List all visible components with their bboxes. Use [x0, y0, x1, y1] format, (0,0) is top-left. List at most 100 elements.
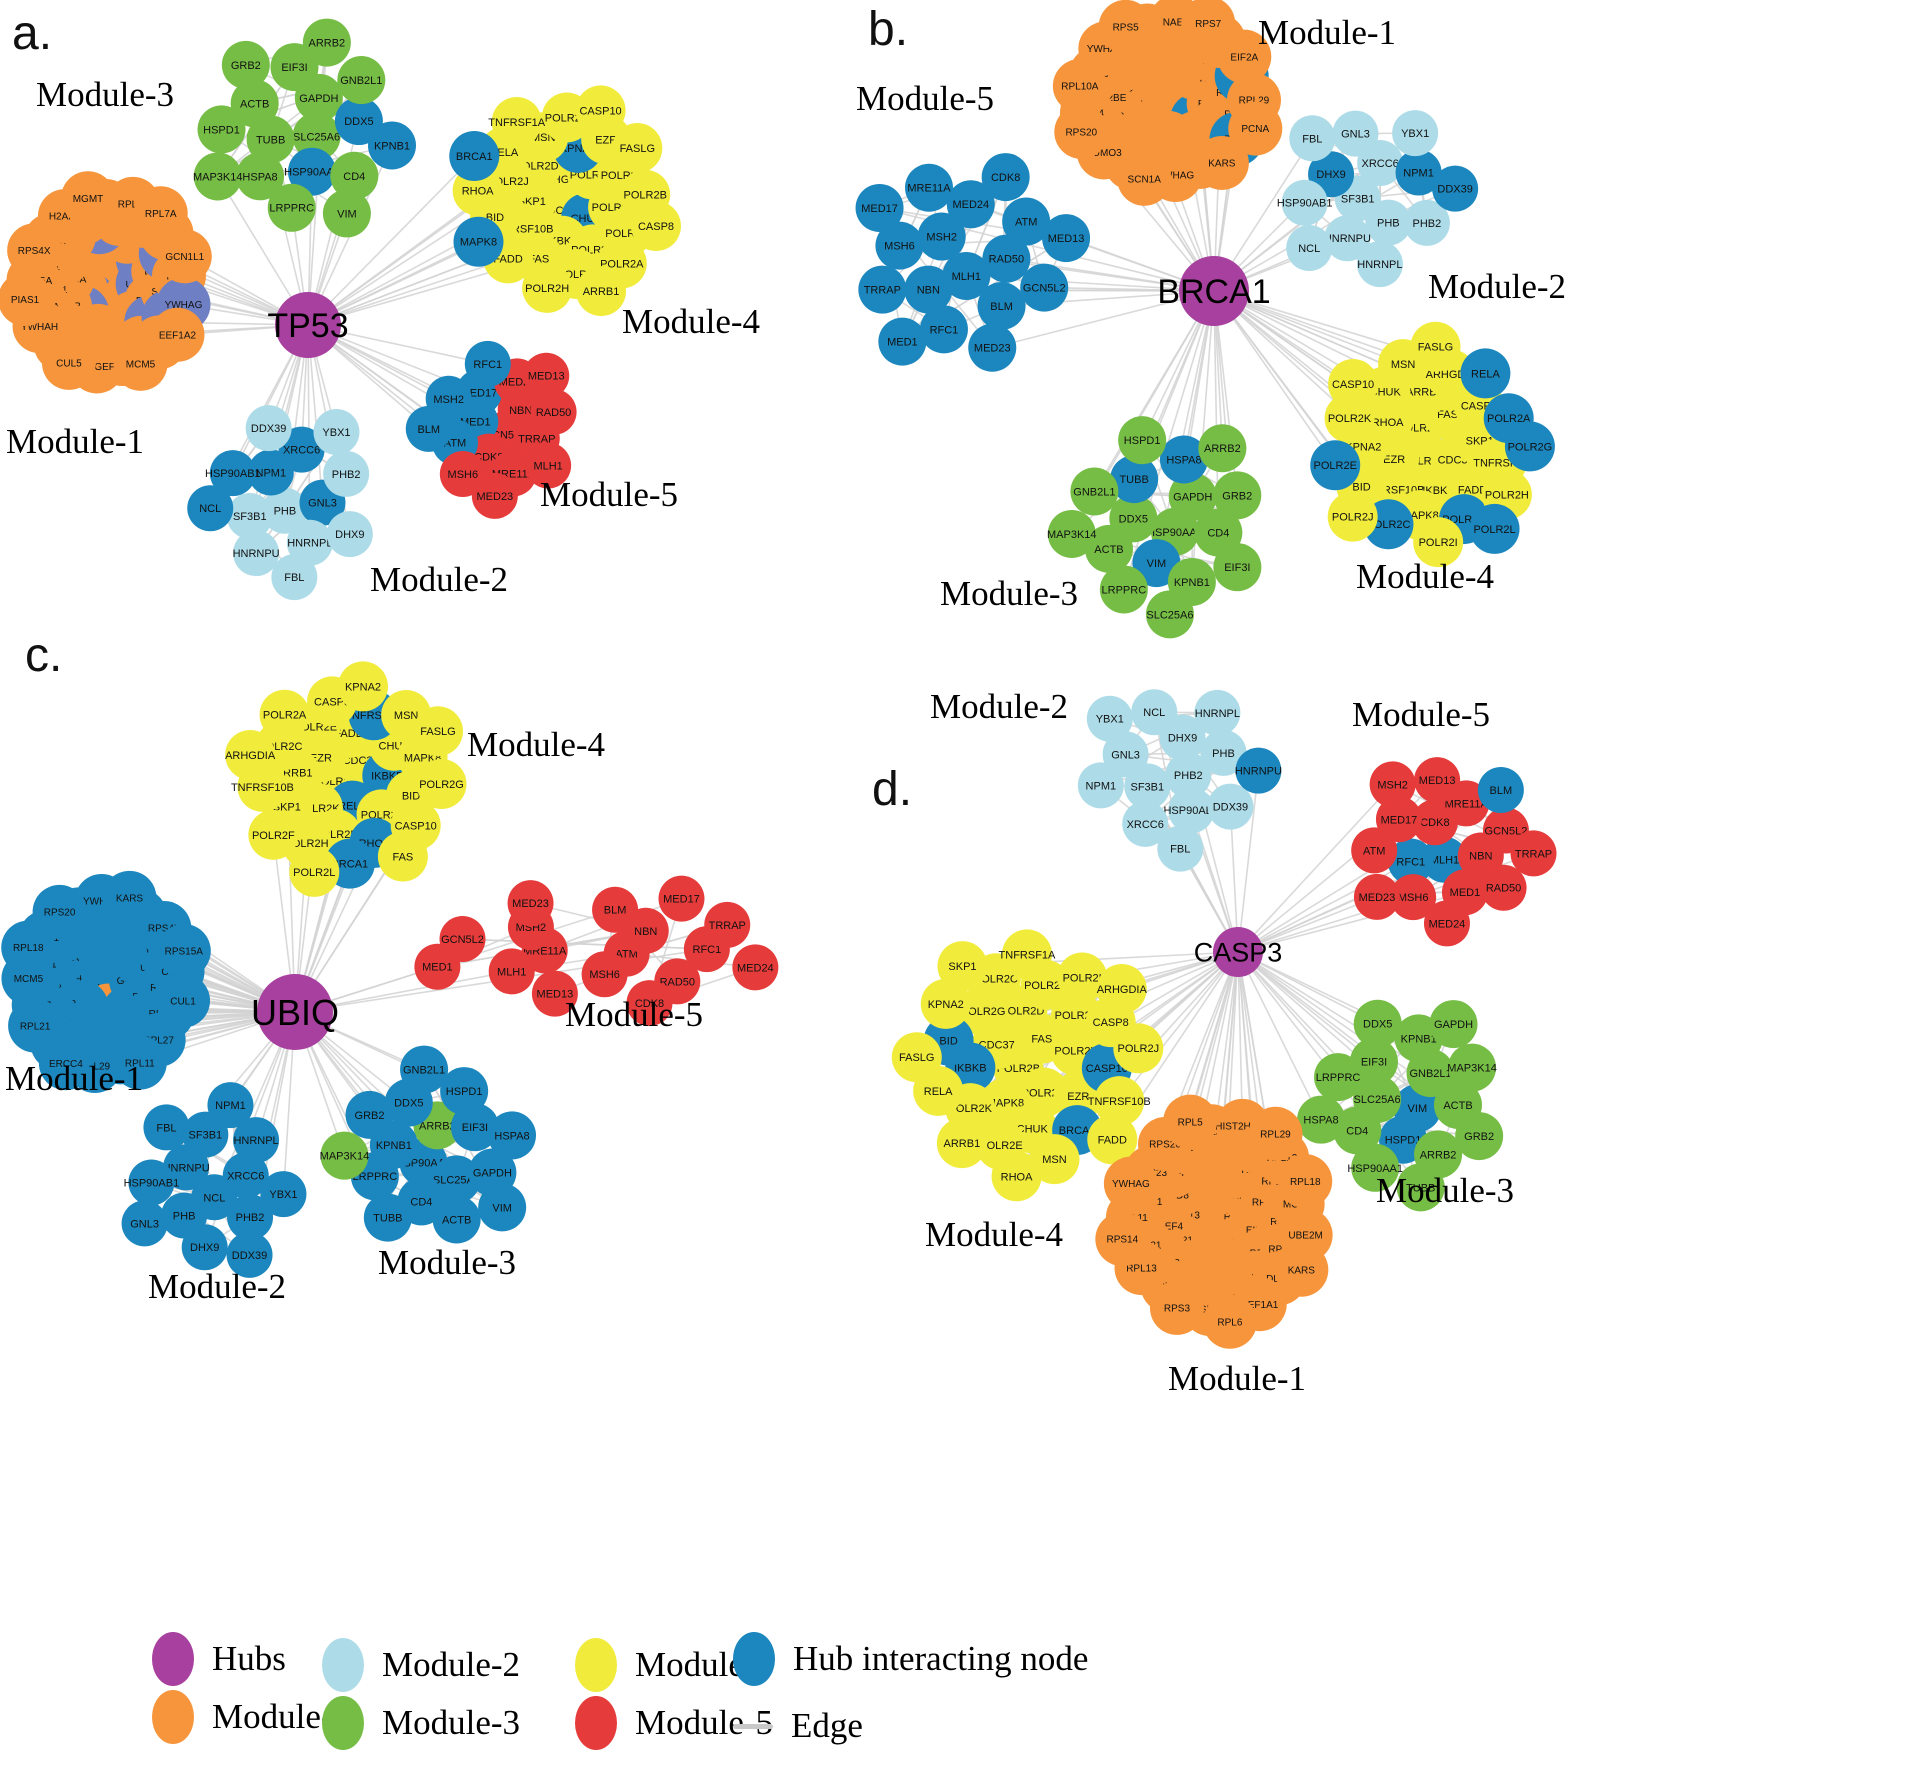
- node-XRCC6[interactable]: [278, 426, 325, 473]
- node-PHB2[interactable]: [1403, 199, 1450, 246]
- node-PHB[interactable]: [1200, 729, 1247, 776]
- node-SCN1A[interactable]: [1117, 151, 1172, 206]
- node-ACTB[interactable]: [230, 79, 279, 128]
- node-MED24[interactable]: [732, 944, 779, 991]
- node-TRRAP[interactable]: [858, 265, 907, 314]
- node-HSP90AB1[interactable]: [128, 1159, 175, 1206]
- node-NBN[interactable]: [904, 265, 953, 314]
- node-SF3B1[interactable]: [226, 493, 273, 540]
- node-POLR2J[interactable]: [1327, 491, 1378, 542]
- node-KARS[interactable]: [1274, 1242, 1329, 1297]
- node-BRCA1[interactable]: [449, 131, 500, 182]
- node-ARRB2[interactable]: [302, 18, 351, 67]
- node-FAS[interactable]: [377, 831, 428, 882]
- node-MSH6[interactable]: [439, 451, 486, 498]
- node-TUBB[interactable]: [246, 115, 295, 164]
- node-POLR2H[interactable]: [522, 262, 573, 313]
- node-MRE11A[interactable]: [904, 163, 953, 212]
- node-SLC25A6[interactable]: [1145, 590, 1194, 639]
- node-DDX5[interactable]: [334, 97, 383, 146]
- node-HSPA8[interactable]: [1159, 435, 1208, 484]
- node-LRPPRC[interactable]: [267, 183, 316, 232]
- node-NPM1[interactable]: [1395, 149, 1442, 196]
- node-HNRNPL[interactable]: [1194, 689, 1241, 736]
- node-MED23[interactable]: [1353, 873, 1400, 920]
- node-RPL29[interactable]: [1248, 1106, 1303, 1161]
- node-MSH6[interactable]: [1390, 874, 1437, 921]
- node-GNB2L1[interactable]: [400, 1045, 449, 1094]
- node-HSP90AA1[interactable]: [287, 147, 336, 196]
- node-RPS14[interactable]: [1095, 1212, 1150, 1267]
- node-MED13[interactable]: [1414, 757, 1461, 804]
- node-PHB2[interactable]: [227, 1194, 274, 1241]
- node-ACTB[interactable]: [1084, 524, 1133, 573]
- node-BLM[interactable]: [977, 281, 1026, 330]
- node-EIF3I[interactable]: [450, 1103, 499, 1152]
- node-FADD[interactable]: [1087, 1114, 1138, 1165]
- node-GRB2[interactable]: [345, 1090, 394, 1139]
- node-ARHGDIA[interactable]: [1096, 963, 1147, 1014]
- node-HSP90AB1[interactable]: [1168, 787, 1215, 834]
- node-KPNA2[interactable]: [338, 661, 389, 712]
- node-ATM[interactable]: [1351, 827, 1398, 874]
- node-GAPDH[interactable]: [1429, 1000, 1478, 1049]
- node-RFC1[interactable]: [464, 340, 511, 387]
- node-DHX9[interactable]: [181, 1224, 228, 1271]
- node-LRPPRC[interactable]: [1314, 1053, 1363, 1102]
- node-MED24[interactable]: [1423, 900, 1470, 947]
- node-POLR2L[interactable]: [1469, 503, 1520, 554]
- node-ARHGDIA[interactable]: [225, 729, 276, 780]
- node-POLR2I[interactable]: [1413, 517, 1464, 568]
- node-GNB2L1[interactable]: [337, 56, 386, 105]
- node-PIAS1[interactable]: [0, 272, 53, 327]
- node-BLM[interactable]: [405, 405, 452, 452]
- node-POLR2I[interactable]: [1057, 952, 1108, 1003]
- node-CUL1[interactable]: [156, 973, 211, 1028]
- node-HSPD1[interactable]: [197, 105, 246, 154]
- node-HSPA8[interactable]: [236, 152, 285, 201]
- node-EIF2A[interactable]: [1217, 29, 1272, 84]
- node-RPL18[interactable]: [1278, 1154, 1333, 1209]
- node-HNRNPU[interactable]: [1235, 747, 1282, 794]
- node-XRCC6[interactable]: [1122, 800, 1169, 847]
- node-HNRNPU[interactable]: [233, 530, 280, 577]
- node-GCN5L2[interactable]: [1020, 263, 1069, 312]
- node-KPNB1[interactable]: [367, 121, 416, 170]
- node-YBX1[interactable]: [260, 1171, 307, 1218]
- node-PHB[interactable]: [1365, 199, 1412, 246]
- node-YWHAG[interactable]: [1103, 1156, 1158, 1211]
- node-MED13[interactable]: [531, 970, 578, 1017]
- node-MAPK8[interactable]: [453, 216, 504, 267]
- node-HSPA8[interactable]: [488, 1111, 537, 1160]
- node-GCN1L1[interactable]: [157, 229, 212, 284]
- node-RAD50[interactable]: [982, 234, 1031, 283]
- node-MSH2[interactable]: [917, 212, 966, 261]
- node-MLH1[interactable]: [942, 251, 991, 300]
- node-DDX39[interactable]: [1207, 783, 1254, 830]
- node-RPS3[interactable]: [1149, 1280, 1204, 1335]
- node-HSP90AB1[interactable]: [1281, 179, 1328, 226]
- node-YBX1[interactable]: [313, 409, 360, 456]
- node-VIM[interactable]: [478, 1183, 527, 1232]
- hub-CASP3[interactable]: [1213, 927, 1263, 977]
- node-TRRAP[interactable]: [1510, 830, 1557, 877]
- node-RHOA[interactable]: [991, 1151, 1042, 1202]
- node-MED23[interactable]: [968, 323, 1017, 372]
- node-DHX9[interactable]: [326, 511, 373, 558]
- node-CASP10[interactable]: [575, 85, 626, 136]
- node-MSH6[interactable]: [581, 951, 628, 998]
- node-PHB2[interactable]: [1165, 752, 1212, 799]
- node-FBL[interactable]: [143, 1104, 190, 1151]
- node-PHB[interactable]: [261, 487, 308, 534]
- node-TUBB[interactable]: [1110, 455, 1159, 504]
- node-MED17[interactable]: [855, 183, 904, 232]
- hub-UBIQ[interactable]: [257, 974, 333, 1050]
- node-POLR2J[interactable]: [1113, 1023, 1164, 1074]
- node-TRRAP[interactable]: [704, 901, 751, 948]
- node-HNRNPL[interactable]: [1356, 241, 1403, 288]
- node-CUL5[interactable]: [41, 335, 96, 390]
- node-TUBB[interactable]: [363, 1193, 412, 1242]
- node-RPL11[interactable]: [112, 1035, 167, 1090]
- node-RPS4X[interactable]: [7, 223, 62, 278]
- node-CASP10[interactable]: [1328, 359, 1379, 410]
